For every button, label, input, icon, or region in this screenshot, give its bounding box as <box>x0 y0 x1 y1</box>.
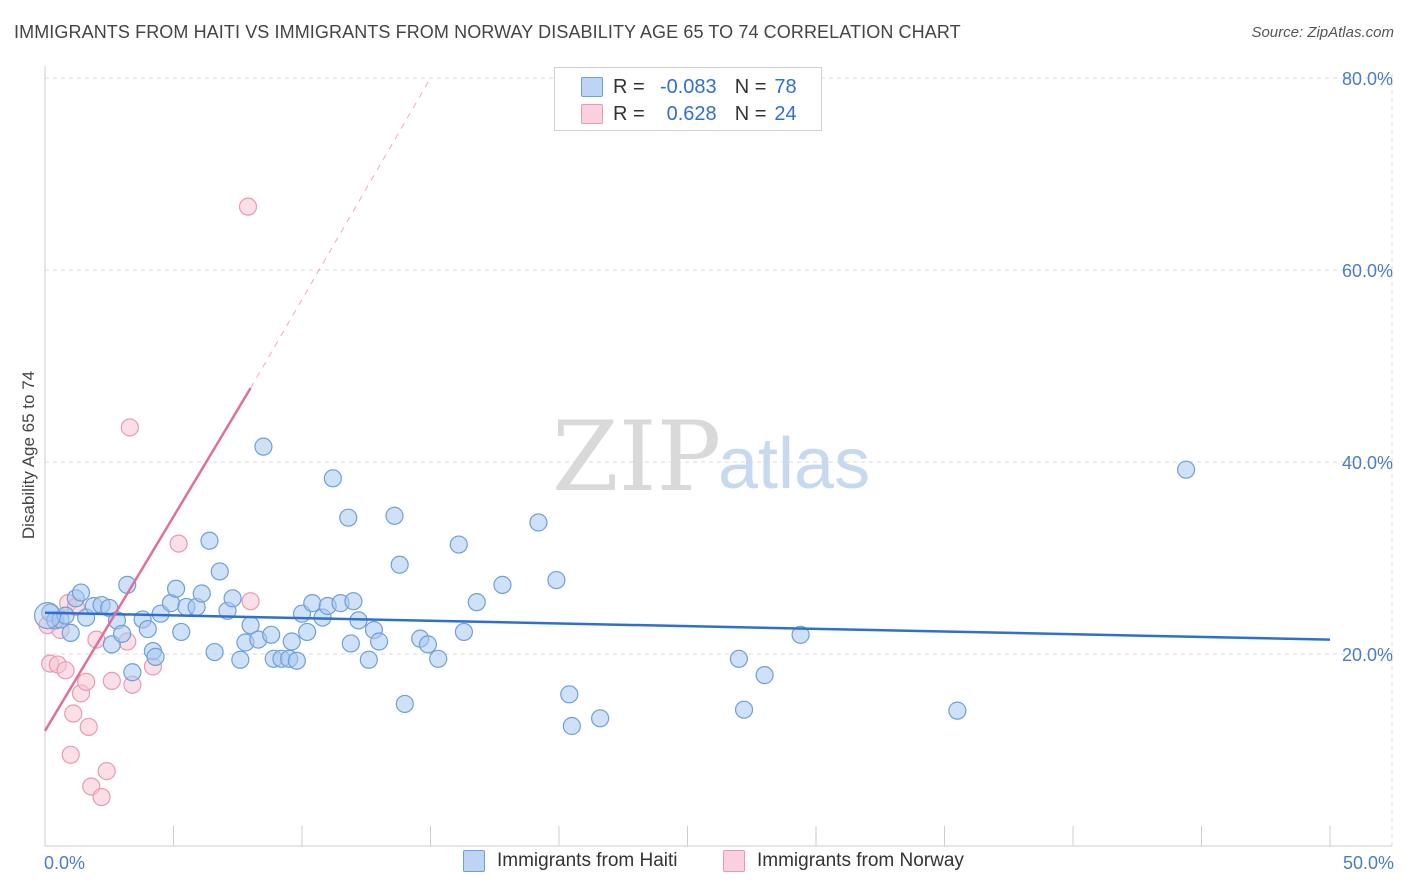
legend-n-label: N = <box>734 75 767 98</box>
norway-point <box>92 787 111 807</box>
haiti-point <box>560 685 579 704</box>
norway-point <box>120 418 139 437</box>
legend-r-label: R = <box>613 75 645 98</box>
haiti-point <box>138 619 157 639</box>
bottom-legend-label-norway: Immigrants from Norway <box>757 850 964 871</box>
norway-point <box>56 661 75 680</box>
legend-swatch-norway <box>581 104 603 124</box>
y-tick-label: 40.0% <box>1342 453 1393 473</box>
haiti-point <box>303 594 322 613</box>
bottom-legend-swatch-haiti <box>463 850 485 872</box>
norway-trend-line <box>43 387 252 732</box>
norway-series <box>38 197 260 807</box>
x-tick-label: 0.0% <box>44 853 85 873</box>
legend-r-label: R = <box>613 102 645 125</box>
norway-point <box>79 717 98 737</box>
haiti-point <box>231 650 250 669</box>
correlation-legend: R = -0.083 N = 78 R = 0.628 N = 24 <box>554 67 822 131</box>
norway-point <box>77 672 96 691</box>
haiti-point <box>370 632 389 651</box>
haiti-point <box>755 666 774 685</box>
haiti-point <box>454 622 474 642</box>
chart-title: IMMIGRANTS FROM HAITI VS IMMIGRANTS FROM… <box>14 22 961 42</box>
legend-n-label: N = <box>734 102 767 125</box>
legend-haiti-n: 78 <box>774 75 797 98</box>
haiti-point <box>146 647 165 666</box>
haiti-point <box>418 635 438 654</box>
y-tick-label: 80.0% <box>1342 69 1393 89</box>
source-label: Source: ZipAtlas.com <box>1251 24 1394 41</box>
haiti-point <box>390 555 409 574</box>
haiti-point <box>449 535 468 554</box>
haiti-point <box>547 570 566 590</box>
norway-point <box>64 704 83 723</box>
haiti-point <box>395 694 414 714</box>
haiti-point <box>200 531 219 550</box>
trend-lines <box>43 77 1331 732</box>
haiti-point <box>254 437 273 456</box>
haiti-point <box>341 634 360 653</box>
bottom-legend-norway: Immigrants from Norway <box>723 850 964 872</box>
haiti-point <box>56 606 75 625</box>
haiti-trend-line <box>44 611 1331 641</box>
norway-trend-extension <box>250 77 431 389</box>
haiti-point <box>591 709 610 728</box>
haiti-point <box>210 562 229 581</box>
haiti-point <box>562 716 581 736</box>
haiti-point <box>166 579 186 598</box>
bottom-legend-swatch-norway <box>723 850 745 872</box>
haiti-point <box>172 622 191 642</box>
haiti-point <box>948 701 967 720</box>
haiti-point <box>493 575 512 594</box>
legend-row-norway: R = 0.628 N = 24 <box>555 101 797 127</box>
haiti-point <box>323 469 342 488</box>
legend-swatch-haiti <box>581 77 603 97</box>
watermark-atlas: atlas <box>718 424 870 504</box>
haiti-point <box>467 593 486 612</box>
norway-point <box>61 745 80 764</box>
legend-norway-n: 24 <box>774 102 797 125</box>
bottom-legend-haiti: Immigrants from Haiti <box>463 850 678 872</box>
haiti-point <box>298 622 317 642</box>
legend-norway-r: 0.628 <box>666 102 717 125</box>
y-tick-label: 60.0% <box>1342 261 1393 281</box>
norway-point <box>102 671 121 690</box>
norway-point <box>97 762 116 781</box>
haiti-point-cluster <box>33 601 62 630</box>
haiti-point <box>734 700 754 719</box>
haiti-point <box>61 623 80 642</box>
haiti-point <box>339 508 358 527</box>
norway-point <box>169 534 188 553</box>
haiti-point <box>791 625 810 644</box>
legend-row-haiti: R = -0.083 N = 78 <box>555 74 797 100</box>
haiti-point <box>359 650 378 669</box>
axis-layer: 20.0% 40.0% 60.0% 80.0% 0.0% 50.0% <box>44 66 1394 873</box>
haiti-point <box>112 624 132 643</box>
haiti-point <box>223 589 242 608</box>
haiti-point <box>71 583 91 602</box>
y-axis-label: Disability Age 65 to 74 <box>19 371 38 539</box>
haiti-point <box>729 649 749 668</box>
x-tick-label: 50.0% <box>1343 853 1394 873</box>
haiti-point <box>385 506 404 525</box>
haiti-point <box>344 592 363 611</box>
watermark-zip: ZIP <box>552 401 721 513</box>
haiti-point <box>429 649 448 668</box>
legend-haiti-r: -0.083 <box>659 75 717 98</box>
haiti-point <box>262 625 281 644</box>
haiti-point <box>192 584 211 603</box>
haiti-point <box>1176 460 1196 479</box>
haiti-point <box>282 632 301 651</box>
haiti-point <box>529 513 548 532</box>
haiti-point <box>205 642 224 662</box>
norway-point <box>241 592 260 611</box>
haiti-point <box>287 651 306 670</box>
haiti-point <box>123 663 142 682</box>
y-tick-label: 20.0% <box>1342 645 1393 665</box>
bottom-legend-label-haiti: Immigrants from Haiti <box>497 850 678 871</box>
watermark: ZIP atlas <box>552 401 870 513</box>
norway-point <box>238 197 258 216</box>
